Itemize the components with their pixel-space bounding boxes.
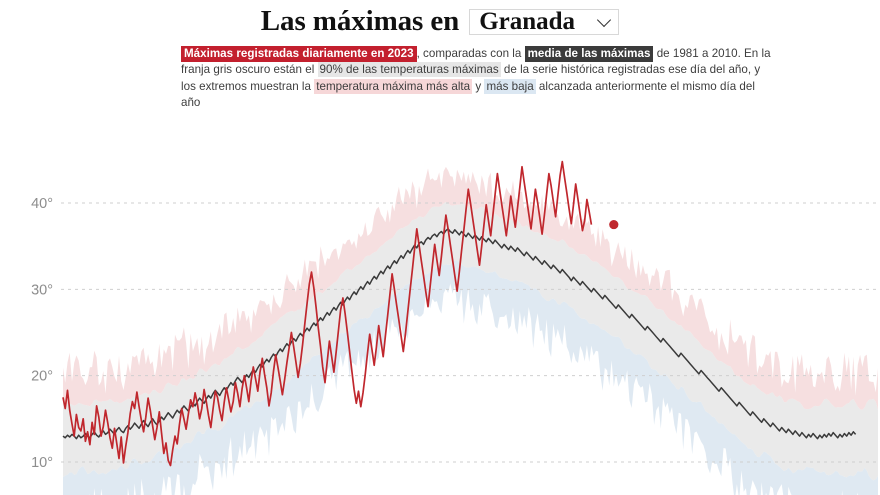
svg-text:30°: 30° — [31, 282, 53, 298]
svg-text:10°: 10° — [31, 455, 53, 471]
desc-text-8: y — [472, 79, 485, 93]
chart-description: Máximas registradas diariamente en 2023,… — [181, 46, 777, 112]
legend-90-percent: 90% de las temperaturas máximas — [317, 62, 501, 78]
chart-area: 40° 30° 20° 10° — [0, 132, 880, 495]
desc-text-10: alcanzada anteriormente el mismo día del… — [181, 79, 755, 110]
svg-text:20°: 20° — [31, 369, 53, 385]
chevron-down-icon — [597, 12, 612, 27]
legend-max-alta: temperatura máxima más alta — [314, 78, 473, 94]
page-title: Las máximas en — [260, 5, 460, 37]
desc-text-2: , comparadas con la — [416, 47, 525, 60]
svg-text:40°: 40° — [31, 196, 53, 212]
desc-text-4: de 1981 a 2010. En la franja gris oscuro… — [181, 47, 771, 77]
legend-mas-baja: más baja — [484, 78, 536, 94]
page-header: Las máximas en Granada — [0, 0, 880, 38]
legend-2023-maximas: Máximas registradas diariamente en 2023 — [181, 46, 417, 62]
province-select[interactable]: Granada — [469, 8, 620, 35]
legend-media-maximas: media de las máximas — [524, 46, 654, 62]
desc-text-6: de la serie histórica registradas ese dí… — [181, 63, 761, 93]
province-select-value: Granada — [479, 8, 576, 35]
temperature-line-chart: 40° 30° 20° 10° — [31, 160, 880, 495]
